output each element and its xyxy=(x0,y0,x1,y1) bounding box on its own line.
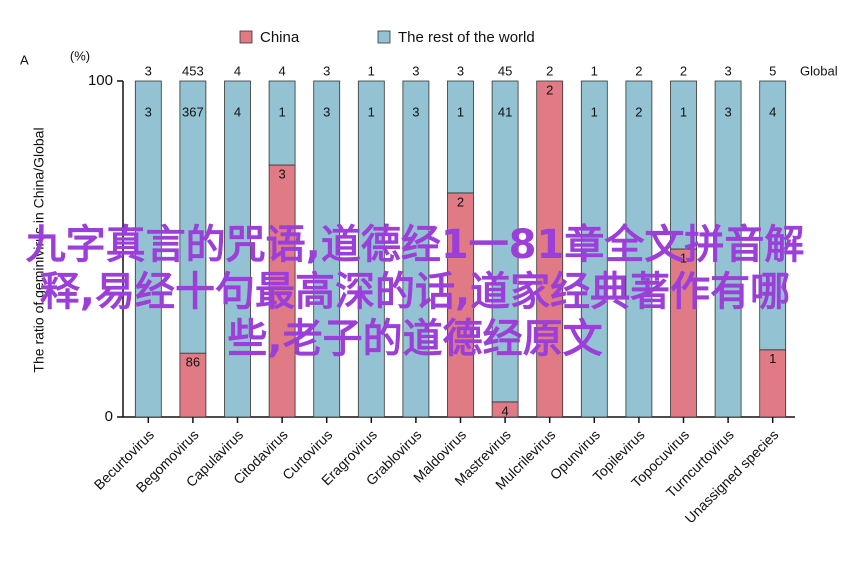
value-label: 3 xyxy=(145,104,152,119)
bar-segment xyxy=(357,80,385,418)
total-label: 3 xyxy=(145,63,152,78)
watermark: 九字真言的咒语,道德经1一81章全文拼音解释,易经十句最高深的话,道家经典著作有… xyxy=(25,222,805,362)
value-label: 3 xyxy=(412,104,419,119)
bar-segment xyxy=(536,80,564,418)
bar-segment xyxy=(714,80,742,418)
total-label: 4 xyxy=(278,63,285,78)
value-label: 1 xyxy=(368,104,375,119)
total-label: 1 xyxy=(368,63,375,78)
value-label: 1 xyxy=(457,104,464,119)
bar-segment xyxy=(759,349,787,418)
bar-segment xyxy=(491,80,519,403)
total-label: 3 xyxy=(323,63,330,78)
value-label: 4 xyxy=(234,104,241,119)
legend-swatch xyxy=(239,30,253,44)
bar-segment xyxy=(580,80,608,418)
value-label: 41 xyxy=(498,104,512,119)
total-label: 5 xyxy=(769,63,776,78)
legend-label: The rest of the world xyxy=(398,29,535,46)
bar-segment xyxy=(759,80,787,351)
bar-segment xyxy=(670,80,697,250)
value-label: 1 xyxy=(680,250,687,265)
total-label: 45 xyxy=(498,63,512,78)
value-label: 367 xyxy=(182,104,204,119)
total-label: 2 xyxy=(680,63,687,78)
total-label: 1 xyxy=(591,63,598,78)
legend-label: China xyxy=(260,29,300,46)
total-label: 4 xyxy=(234,63,241,78)
value-label: 86 xyxy=(186,355,200,370)
unit-label: (%) xyxy=(70,48,90,63)
bar-segment xyxy=(402,80,430,418)
total-label: 3 xyxy=(412,63,419,78)
total-label: 3 xyxy=(457,63,464,78)
value-label: 3 xyxy=(278,166,285,181)
y-tick-label: 100 xyxy=(88,72,113,89)
value-label: 2 xyxy=(635,104,642,119)
y-axis-label: The ratio of geminivirus in China/Global xyxy=(31,127,47,372)
value-label: 1 xyxy=(769,351,776,366)
bar-segment xyxy=(447,80,474,194)
value-label: 3 xyxy=(724,104,731,119)
value-label: 4 xyxy=(769,104,776,119)
bar-segment xyxy=(134,80,162,418)
total-label: 2 xyxy=(546,63,553,78)
value-label: 2 xyxy=(457,194,464,209)
value-label: 2 xyxy=(546,82,553,97)
bar-segment xyxy=(179,80,207,354)
legend-swatch xyxy=(377,30,391,44)
bar-segment xyxy=(447,192,474,418)
value-label: 1 xyxy=(591,104,598,119)
panel-label: A xyxy=(20,52,29,67)
y-tick-label: 0 xyxy=(105,408,113,425)
totals-name: Global xyxy=(800,63,838,78)
value-label: 1 xyxy=(680,104,687,119)
total-label: 3 xyxy=(724,63,731,78)
value-label: 3 xyxy=(323,104,330,119)
value-label: 1 xyxy=(278,104,285,119)
bar-segment xyxy=(313,80,341,418)
value-label: 4 xyxy=(501,403,508,418)
bar-segment xyxy=(224,80,251,418)
total-label: 2 xyxy=(635,63,642,78)
bar-segment xyxy=(268,80,296,166)
total-label: 453 xyxy=(182,63,204,78)
